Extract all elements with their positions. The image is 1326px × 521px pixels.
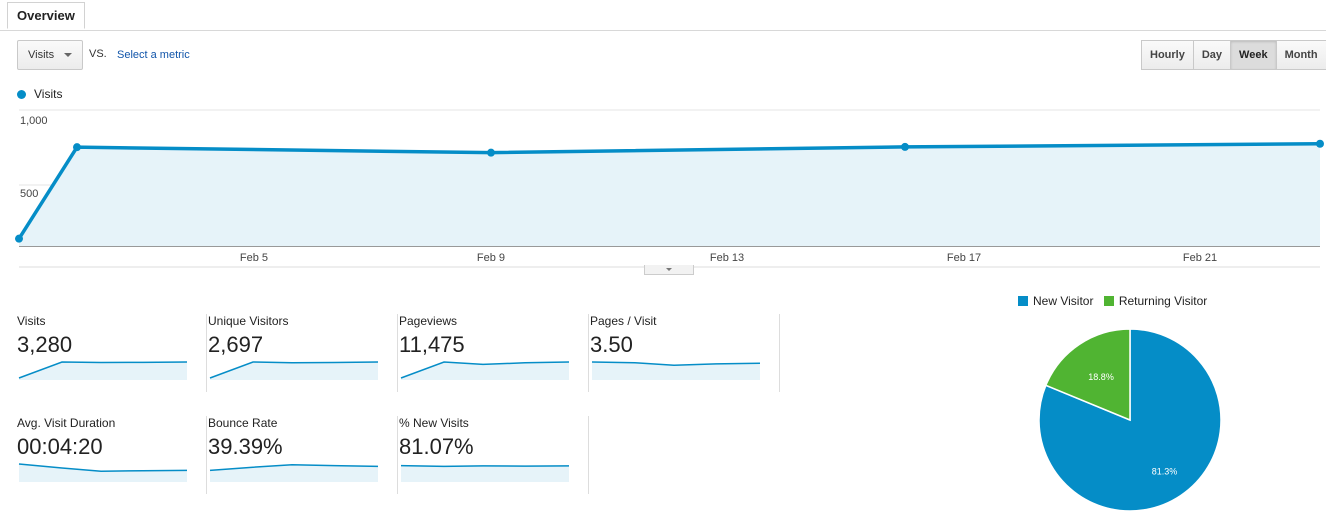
data-point[interactable] [901, 142, 909, 151]
day-button[interactable]: Day [1192, 40, 1232, 70]
sparkline [209, 361, 379, 380]
sparkline-line [400, 464, 570, 468]
hourly-button[interactable]: Hourly [1141, 40, 1194, 70]
metric-value: 00:04:20 [17, 434, 103, 459]
pie-slice-label: 18.8% [1088, 372, 1114, 382]
chart-legend: Visits [17, 87, 62, 101]
sparkline [209, 464, 379, 482]
sparkline-area [401, 362, 569, 380]
legend-item-returning-visitor: Returning Visitor [1103, 294, 1208, 308]
metric-label: Pageviews [399, 314, 458, 328]
metric-value: 11,475 [399, 332, 465, 357]
select-metric-link[interactable]: Select a metric [117, 49, 190, 61]
tile-divider [588, 416, 589, 494]
metric-value: 3,280 [17, 332, 73, 357]
pie-slice-label: 81.3% [1152, 467, 1178, 477]
metric-value: 2,697 [208, 332, 264, 357]
pie-legend: New Visitor Returning Visitor [1018, 294, 1214, 308]
tile-divider [779, 314, 780, 392]
sparkline-area [19, 362, 187, 380]
legend-label-returning-visitor: Returning Visitor [1118, 294, 1208, 308]
metric-label: % New Visits [399, 416, 469, 430]
sparkline-line [400, 361, 570, 379]
metric-tile[interactable]: Pageviews 11,475 [399, 314, 589, 394]
tab-overview[interactable]: Overview [7, 2, 85, 29]
metric-tile[interactable]: Pages / Visit 3.50 [590, 314, 780, 394]
x-tick-label: Feb 5 [240, 252, 268, 264]
metric-tile[interactable]: Avg. Visit Duration 00:04:20 [17, 416, 207, 496]
metric-label: Visits [17, 314, 46, 328]
data-point[interactable] [73, 143, 81, 152]
sparkline [18, 361, 188, 380]
sparkline [18, 463, 188, 482]
metric-value: 3.50 [590, 332, 633, 357]
metric-label: Unique Visitors [208, 314, 289, 328]
x-tick-label: Feb 13 [710, 252, 744, 264]
tile-divider [588, 314, 589, 392]
data-point[interactable] [487, 148, 495, 157]
y-tick-label: 500 [20, 188, 38, 200]
sparkline-area [401, 465, 569, 482]
metric-label: Avg. Visit Duration [17, 416, 116, 430]
granularity-buttons: Hourly Day Week Month [1141, 40, 1326, 70]
metric-label: Pages / Visit [590, 314, 657, 328]
visits-area [19, 143, 1320, 246]
sparkline-line [209, 464, 379, 472]
tile-divider [206, 416, 207, 494]
visits-chart: 1,000 500 Feb 5 Feb 9 Feb 13 Feb 17 Feb 21 [15, 109, 1324, 268]
sparkline-line [18, 361, 188, 379]
metric-tile[interactable]: Bounce Rate 39.39% [208, 416, 398, 496]
x-tick-label: Feb 9 [477, 252, 505, 264]
week-button[interactable]: Week [1230, 40, 1277, 70]
metric-tile[interactable]: Unique Visitors 2,697 [208, 314, 398, 394]
tile-divider [206, 314, 207, 392]
data-point[interactable] [1316, 139, 1324, 148]
sparkline [591, 361, 761, 380]
tile-divider [397, 416, 398, 494]
visitor-type-pie: 81.3% 18.8% [1038, 328, 1222, 512]
sparkline-line [591, 361, 761, 366]
y-tick-label: 1,000 [20, 115, 48, 127]
metric-value: 81.07% [399, 434, 474, 459]
x-tick-label: Feb 17 [947, 252, 981, 264]
chevron-down-icon [666, 268, 672, 271]
sparkline-area [592, 362, 760, 380]
metric-value: 39.39% [208, 434, 283, 459]
data-point[interactable] [15, 234, 23, 243]
month-button[interactable]: Month [1275, 40, 1326, 70]
new-visitor-swatch [1018, 296, 1028, 306]
metric-tile[interactable]: % New Visits 81.07% [399, 416, 589, 496]
metric-label: Bounce Rate [208, 416, 278, 430]
pie-slice-returning-visitor[interactable] [1044, 328, 1131, 422]
legend-item-new-visitor: New Visitor [1018, 294, 1093, 308]
tab-bar: Overview [0, 0, 1326, 31]
metric-select-label: Visits [28, 49, 55, 61]
vs-label: VS. [89, 48, 107, 60]
metric-tile[interactable]: Visits 3,280 [17, 314, 207, 394]
sparkline [400, 464, 570, 482]
tile-divider [397, 314, 398, 392]
returning-visitor-swatch [1103, 296, 1114, 306]
chart-collapse-handle[interactable] [644, 265, 694, 275]
metric-select[interactable]: Visits [17, 40, 83, 70]
sparkline-area [210, 464, 378, 482]
sparkline [400, 361, 570, 380]
series-dot-icon [17, 90, 26, 99]
sparkline-area [210, 362, 378, 380]
legend-label-new-visitor: New Visitor [1033, 294, 1094, 308]
legend-label: Visits [34, 87, 63, 101]
sparkline-line [209, 361, 379, 379]
sparkline-line [18, 463, 188, 472]
chevron-down-icon [64, 53, 72, 57]
x-tick-label: Feb 21 [1183, 252, 1217, 264]
